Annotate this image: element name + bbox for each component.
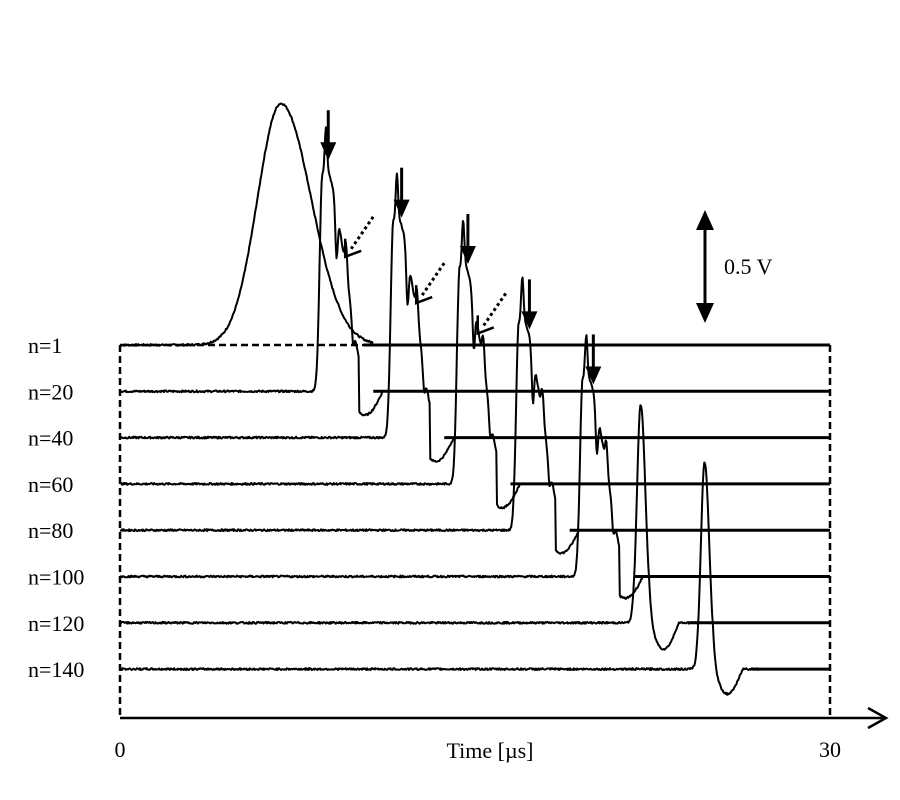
waveform-n=120 — [119, 404, 698, 651]
peak-marker-dotted-arrow — [414, 262, 446, 305]
series-label-n=80: n=80 — [28, 518, 73, 543]
peak-marker-solid-arrow — [459, 213, 476, 264]
series-label-n=40: n=40 — [28, 426, 73, 451]
peak-marker-solid-arrow — [585, 334, 602, 385]
series-label-n=140: n=140 — [28, 657, 84, 682]
peak-marker-solid-arrow — [521, 279, 538, 330]
series-labels: n=1 n=20 n=40 n=60 n=80 n=100 n=120 n=140 — [28, 333, 84, 682]
baselines — [363, 343, 830, 671]
waveform-n=140 — [119, 461, 762, 696]
waveform-n=100 — [119, 334, 644, 600]
peak-marker-solid-arrow — [393, 167, 410, 218]
time-axis-arrowhead — [867, 706, 889, 730]
peak-marker-solid-arrow — [320, 110, 337, 161]
waveform-n=20 — [119, 126, 384, 417]
waveform-n=60 — [119, 220, 521, 510]
x-axis-label: Time [µs] — [446, 738, 533, 763]
waveform-n=80 — [119, 276, 580, 555]
peak-arrows — [320, 110, 602, 385]
scale-bar-label: 0.5 V — [724, 254, 773, 279]
x-tick-label-start: 0 — [115, 737, 126, 762]
peak-marker-dotted-arrow — [476, 292, 507, 336]
traces — [119, 102, 762, 696]
x-tick-label-end: 30 — [819, 737, 841, 762]
series-label-n=60: n=60 — [28, 472, 73, 497]
waveform-n=1 — [119, 102, 374, 347]
waveform-n=40 — [119, 172, 455, 463]
peak-marker-dotted-arrow — [343, 215, 375, 259]
series-label-n=1: n=1 — [28, 333, 62, 358]
series-label-n=120: n=120 — [28, 611, 84, 636]
series-label-n=100: n=100 — [28, 565, 84, 590]
series-label-n=20: n=20 — [28, 379, 73, 404]
voltage-scale-bar — [696, 210, 714, 323]
